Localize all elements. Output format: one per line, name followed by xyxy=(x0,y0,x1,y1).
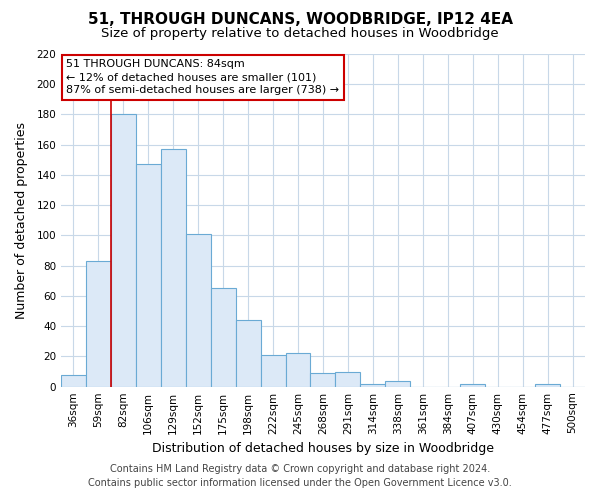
Bar xyxy=(460,384,485,386)
Bar xyxy=(310,373,335,386)
Bar xyxy=(286,354,310,386)
Text: Contains HM Land Registry data © Crown copyright and database right 2024.
Contai: Contains HM Land Registry data © Crown c… xyxy=(88,464,512,487)
Bar xyxy=(186,234,211,386)
Bar xyxy=(136,164,161,386)
Bar xyxy=(61,374,86,386)
Bar xyxy=(236,320,260,386)
Bar xyxy=(260,355,286,386)
Bar xyxy=(385,380,410,386)
Text: 51 THROUGH DUNCANS: 84sqm
← 12% of detached houses are smaller (101)
87% of semi: 51 THROUGH DUNCANS: 84sqm ← 12% of detac… xyxy=(66,59,340,96)
Bar xyxy=(111,114,136,386)
Text: Size of property relative to detached houses in Woodbridge: Size of property relative to detached ho… xyxy=(101,28,499,40)
Bar xyxy=(361,384,385,386)
Bar xyxy=(161,150,186,386)
Bar xyxy=(86,261,111,386)
Text: 51, THROUGH DUNCANS, WOODBRIDGE, IP12 4EA: 51, THROUGH DUNCANS, WOODBRIDGE, IP12 4E… xyxy=(88,12,512,28)
Bar xyxy=(535,384,560,386)
Y-axis label: Number of detached properties: Number of detached properties xyxy=(15,122,28,319)
X-axis label: Distribution of detached houses by size in Woodbridge: Distribution of detached houses by size … xyxy=(152,442,494,455)
Bar xyxy=(211,288,236,386)
Bar xyxy=(335,372,361,386)
